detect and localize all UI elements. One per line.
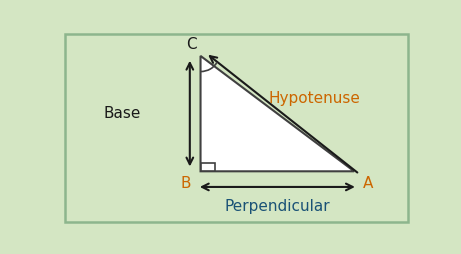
FancyBboxPatch shape [65, 34, 408, 222]
Text: Perpendicular: Perpendicular [225, 199, 330, 214]
Bar [201, 164, 215, 171]
Polygon shape [201, 56, 354, 171]
Text: A: A [363, 176, 374, 190]
Text: C: C [186, 37, 197, 52]
Text: Hypotenuse: Hypotenuse [269, 91, 361, 106]
Text: Base: Base [103, 106, 141, 121]
Text: B: B [181, 176, 191, 190]
